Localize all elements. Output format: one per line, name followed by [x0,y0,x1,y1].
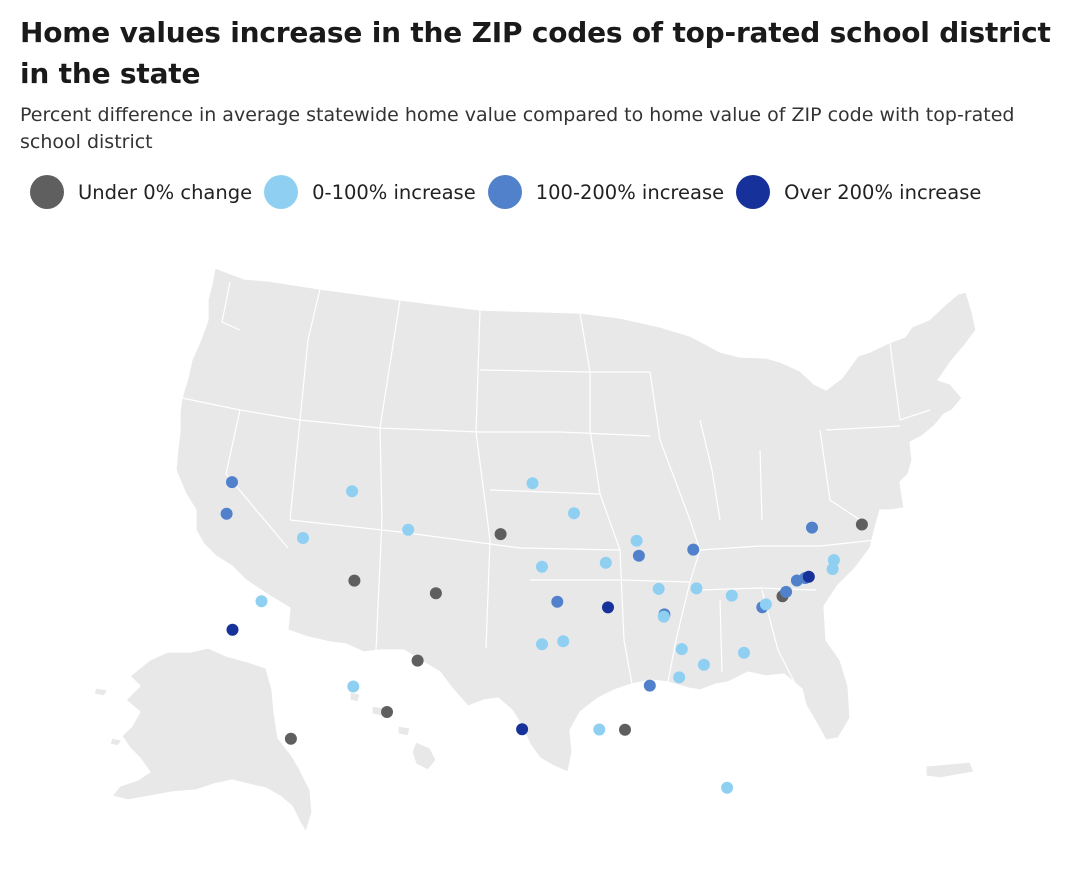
legend-swatch-0-100 [264,175,299,209]
location-marker-michigan[interactable] [687,543,700,556]
location-marker-maryland[interactable] [759,598,772,611]
state-border [475,309,491,649]
location-marker-utah[interactable] [348,574,361,587]
location-marker-florida[interactable] [721,781,734,794]
state-border [489,489,601,495]
location-marker-wyoming[interactable] [402,523,415,536]
location-marker-arizona[interactable] [347,680,360,693]
hawaii-oahu [371,705,385,717]
location-marker-new-mexico[interactable] [411,654,424,667]
location-marker-oregon[interactable] [220,507,233,520]
location-marker-alaska[interactable] [284,732,297,745]
state-border [819,429,861,521]
puerto-rico [925,761,975,779]
location-marker-vermont[interactable] [806,521,818,534]
location-marker-kansas[interactable] [551,595,564,608]
state-border [759,449,763,521]
state-border [289,288,321,521]
location-marker-idaho[interactable] [297,532,309,544]
location-marker-ohio[interactable] [690,582,703,595]
us-map [93,267,977,833]
legend-item-0-100: 0-100% increase [264,175,476,209]
state-border [699,587,817,591]
location-marker-alabama[interactable] [643,679,656,692]
location-marker-maine[interactable] [855,518,868,531]
state-border [375,299,401,651]
location-marker-nevada[interactable] [255,595,268,608]
location-marker-pennsylvania[interactable] [780,585,793,598]
hawaii-big-island [411,741,437,771]
legend-item-100-200: 100-200% increase [487,175,725,209]
location-marker-rhode-island[interactable] [826,563,839,575]
legend-item-under-0: Under 0% change [30,175,252,209]
alaska-landmass [111,647,313,833]
contiguous-us-landmass [175,267,977,773]
state-border [221,281,241,331]
hawaii-maui [397,725,411,737]
alaska-aleutian-2 [109,737,123,747]
state-border [476,431,651,437]
state-border [530,579,691,583]
legend-label-100-200: 100-200% increase [535,180,725,204]
location-markers [220,476,868,794]
location-marker-mississippi[interactable] [619,723,631,736]
location-marker-louisiana[interactable] [593,723,606,736]
state-border [719,599,723,673]
location-marker-south-carolina[interactable] [697,658,710,671]
state-borders [181,281,931,706]
location-marker-north-carolina[interactable] [738,646,750,659]
location-marker-illinois[interactable] [632,549,645,562]
location-marker-oklahoma[interactable] [536,638,548,651]
legend-label-under-0: Under 0% change [78,180,253,204]
state-border [699,539,877,551]
location-marker-georgia[interactable] [673,671,686,684]
state-border [289,519,621,551]
location-marker-nebraska[interactable] [536,560,548,573]
legend-label-over-200: Over 200% increase [784,180,982,204]
state-border [699,419,721,521]
legend-label-0-100: 0-100% increase [312,180,476,204]
state-border [579,312,633,685]
location-marker-minnesota[interactable] [568,507,580,520]
state-border [225,409,289,549]
location-marker-connecticut[interactable] [802,570,815,583]
location-marker-kentucky-2[interactable] [657,610,670,623]
chart-subtitle: Percent difference in average statewide … [20,104,1015,153]
location-marker-colorado[interactable] [429,587,442,600]
location-marker-north-dakota[interactable] [526,477,539,490]
location-marker-iowa[interactable] [599,556,612,569]
location-marker-south-dakota[interactable] [494,528,507,541]
legend: Under 0% change 0-100% increase 100-200%… [30,174,993,210]
location-marker-texas[interactable] [516,723,529,736]
land-layer [93,267,977,833]
location-marker-california[interactable] [226,623,239,636]
legend-swatch-under-0 [30,175,64,209]
location-marker-washington[interactable] [226,476,238,489]
location-marker-massachusetts[interactable] [827,554,840,567]
location-marker-indiana[interactable] [652,582,665,595]
location-marker-montana[interactable] [346,485,359,498]
legend-swatch-100-200 [487,175,522,209]
location-marker-arkansas[interactable] [557,635,570,648]
location-marker-hawaii[interactable] [381,706,393,718]
legend-item-over-200: Over 200% increase [736,175,981,209]
hawaii-kauai [349,691,361,703]
state-border [825,425,901,431]
state-border [889,342,931,421]
chart-title: Home values increase in the ZIP codes of… [20,16,1051,90]
location-marker-wisconsin[interactable] [630,534,643,547]
location-marker-west-virginia[interactable] [725,589,738,602]
alaska-aleutian-1 [93,687,109,697]
legend-swatch-over-200 [736,175,771,209]
location-marker-missouri[interactable] [602,601,614,614]
location-marker-tennessee[interactable] [675,643,688,656]
